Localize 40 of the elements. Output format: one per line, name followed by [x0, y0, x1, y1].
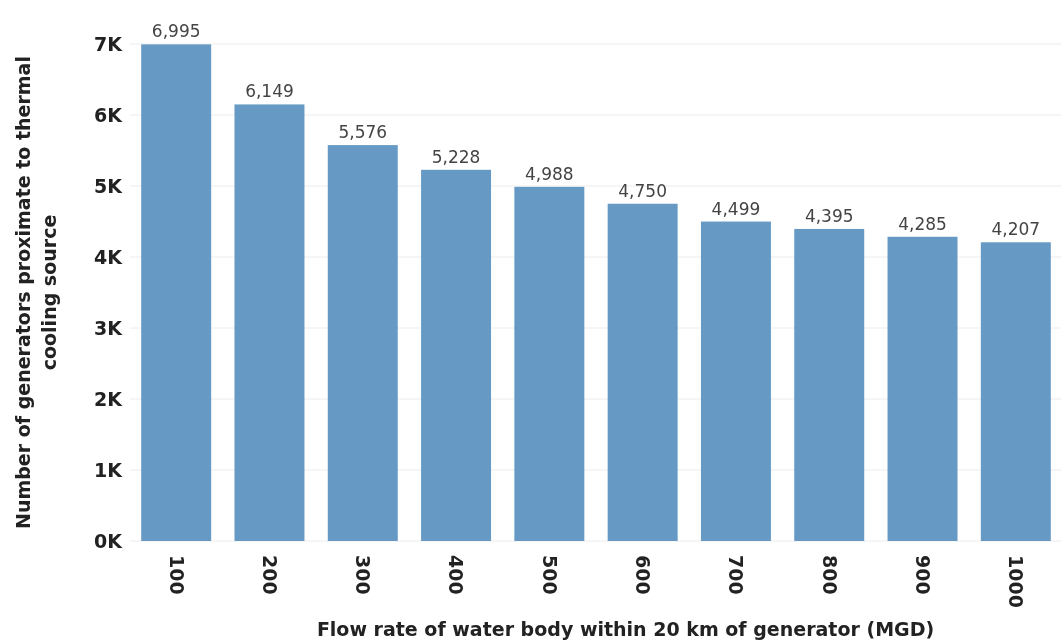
bar: [607, 203, 678, 541]
x-tick-label: 300: [352, 555, 375, 595]
data-label: 4,988: [525, 163, 574, 184]
bar: [514, 186, 585, 541]
data-label: 4,750: [618, 180, 667, 201]
data-label: 5,228: [431, 146, 481, 167]
y-tick-label: 4K: [94, 245, 124, 268]
data-label: 4,207: [991, 219, 1041, 240]
data-label: 4,285: [898, 213, 947, 234]
bar: [234, 104, 305, 541]
x-tick-label: 500: [538, 555, 561, 595]
data-label: 4,395: [804, 205, 854, 226]
x-tick-label: 1000: [1005, 555, 1028, 608]
bar: [327, 145, 398, 541]
y-tick-label: 1K: [94, 458, 124, 481]
x-tick-label: 100: [165, 555, 188, 595]
data-label: 4,499: [711, 198, 761, 219]
y-tick-label: 6K: [94, 103, 124, 126]
y-tick-label: 3K: [94, 316, 124, 339]
x-tick-label: 800: [818, 555, 841, 595]
y-tick-label: 2K: [94, 387, 124, 410]
x-tick-label: 600: [632, 555, 654, 595]
y-axis-title: Number of generators proximate to thermal cooling source: [12, 56, 60, 529]
bar: [141, 44, 212, 541]
y-tick-label: 5K: [94, 174, 124, 197]
x-tick-label: 700: [725, 555, 748, 595]
x-axis-title: Flow rate of water body within 20 km of generator (MGD): [316, 618, 935, 640]
bar: [794, 228, 865, 541]
data-label: 6,149: [245, 81, 294, 102]
data-label: 5,576: [338, 122, 388, 143]
data-label: 6,995: [151, 21, 201, 42]
y-tick-label: 0K: [94, 529, 124, 552]
x-tick-label: 900: [911, 555, 934, 595]
bar: [700, 221, 771, 541]
x-tick-label: 400: [445, 555, 468, 595]
y-tick-label: 7K: [94, 32, 124, 55]
x-tick-label: 200: [258, 555, 281, 595]
bar: [421, 169, 492, 541]
bar: [887, 236, 958, 541]
bar: [980, 242, 1051, 541]
